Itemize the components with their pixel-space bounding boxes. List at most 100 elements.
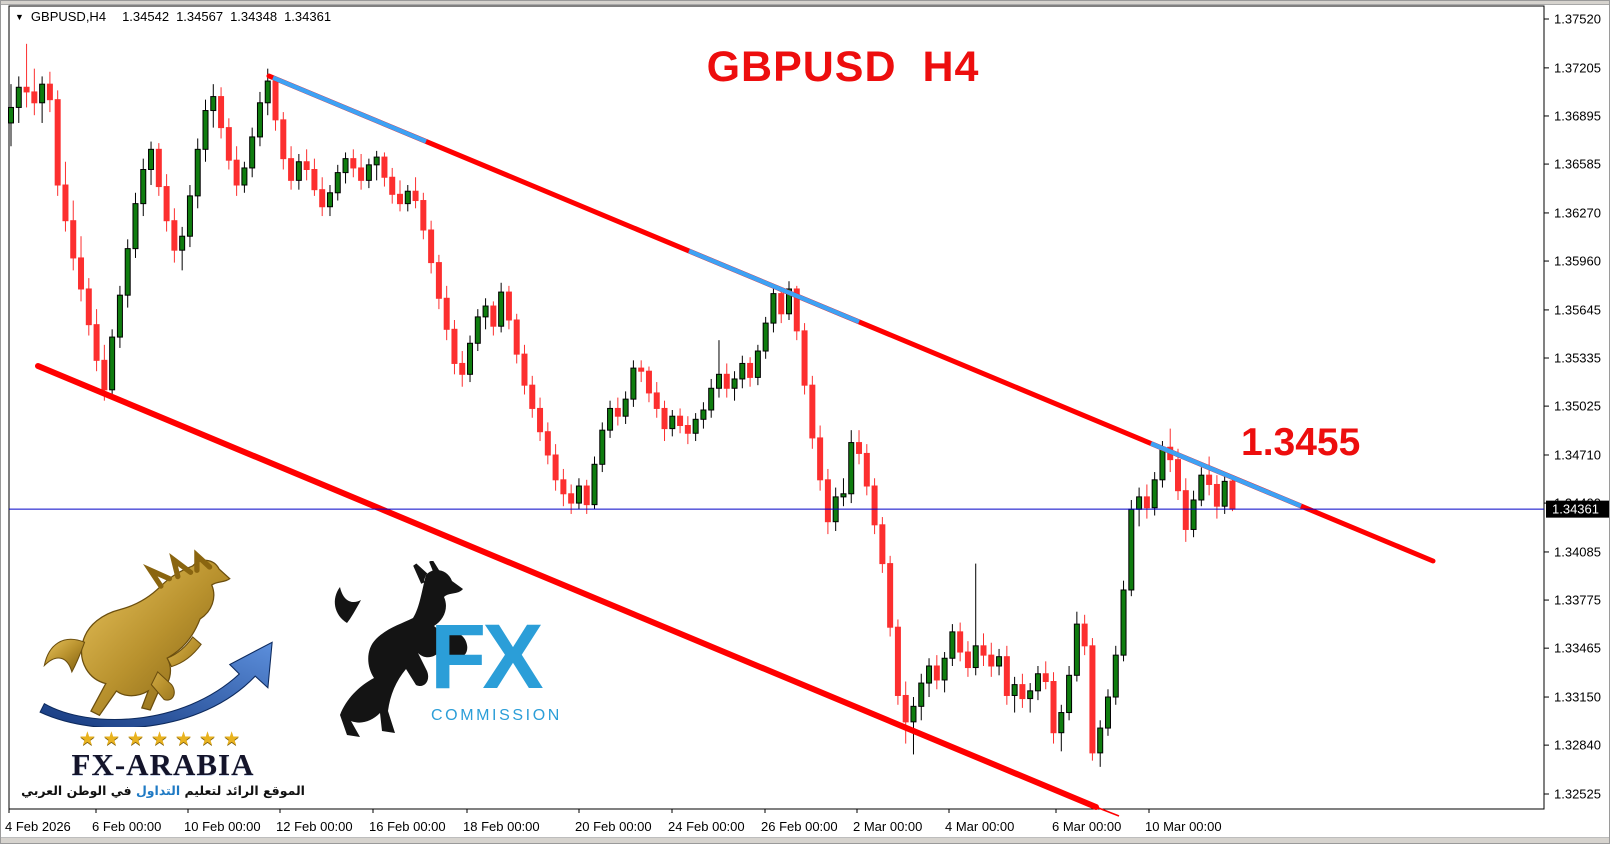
candle xyxy=(1066,665,1073,721)
upper-channel-trendline[interactable] xyxy=(266,73,1436,564)
fx-commission-logo: FX COMMISSION xyxy=(331,559,626,741)
candle xyxy=(1136,487,1143,527)
candle xyxy=(70,200,77,271)
candle xyxy=(194,138,201,209)
candle xyxy=(1097,720,1104,767)
candle xyxy=(918,673,925,721)
candle xyxy=(1011,676,1018,713)
candle xyxy=(31,68,38,116)
candle xyxy=(381,152,388,187)
candle xyxy=(256,91,263,147)
candle xyxy=(560,468,567,507)
candle xyxy=(1128,499,1135,597)
time-axis-label: 4 Mar 00:00 xyxy=(945,819,1014,834)
candle xyxy=(311,158,318,196)
candle xyxy=(288,146,295,190)
price-axis-label: 1.32525 xyxy=(1554,787,1601,802)
candle xyxy=(1081,614,1088,656)
candle xyxy=(1003,645,1010,705)
tagline-part: الموقع الرائد لتعليم xyxy=(180,782,305,798)
candle xyxy=(8,84,14,147)
chart-title-annotation[interactable]: GBPUSD H4 xyxy=(706,43,980,91)
price-axis-label: 1.33775 xyxy=(1554,593,1601,608)
candle xyxy=(85,278,92,336)
candle xyxy=(614,397,621,426)
candle xyxy=(373,150,380,181)
candle xyxy=(412,177,419,209)
candle xyxy=(303,149,310,181)
candle xyxy=(210,84,217,128)
candle xyxy=(786,281,792,321)
candle xyxy=(1104,689,1111,736)
lower-channel-trendline[interactable] xyxy=(35,363,1120,817)
candle xyxy=(1112,645,1119,705)
candle xyxy=(249,127,256,178)
candle xyxy=(39,76,46,123)
candle xyxy=(575,478,582,510)
candle xyxy=(155,143,162,196)
candle xyxy=(272,76,279,131)
candle xyxy=(124,239,131,308)
candle xyxy=(910,697,917,755)
time-axis-label: 18 Feb 00:00 xyxy=(463,819,540,834)
candle xyxy=(1182,478,1189,542)
candle xyxy=(241,161,248,193)
time-axis-label: 20 Feb 00:00 xyxy=(575,819,652,834)
price-axis-label: 1.32840 xyxy=(1554,738,1601,753)
time-axis-label: 4 Feb 2026 xyxy=(5,819,71,834)
candle xyxy=(715,340,722,398)
candle xyxy=(78,236,85,302)
candle xyxy=(498,282,505,333)
window-bottom-edge xyxy=(1,837,1609,843)
candle xyxy=(62,161,69,232)
price-axis[interactable]: 1.37520 1.37205 1.36895 1.36585 1.36270 1.359… xyxy=(1544,12,1601,802)
candle xyxy=(218,87,225,139)
time-axis-label: 10 Mar 00:00 xyxy=(1145,819,1222,834)
candle xyxy=(801,323,808,395)
candle xyxy=(233,146,240,196)
candle xyxy=(334,164,341,201)
candle xyxy=(957,622,964,662)
candle xyxy=(443,285,450,341)
candle xyxy=(537,397,544,442)
candle xyxy=(848,430,855,504)
candle xyxy=(599,422,606,473)
candle xyxy=(451,320,458,375)
candle xyxy=(505,285,512,330)
candle xyxy=(817,425,824,491)
candle xyxy=(513,313,520,364)
price-axis-label: 1.35025 xyxy=(1554,399,1601,414)
chevron-down-icon[interactable]: ▼ xyxy=(15,11,24,22)
price-axis-label: 1.34085 xyxy=(1554,544,1601,559)
candle xyxy=(474,309,481,352)
candle xyxy=(949,624,956,666)
candle xyxy=(490,301,497,336)
price-axis-label: 1.33465 xyxy=(1554,641,1601,656)
price-axis-label: 1.37520 xyxy=(1554,12,1601,27)
time-axis[interactable]: 4 Feb 2026 6 Feb 00:00 10 Feb 00:00 12 Feb … xyxy=(5,809,1222,834)
candle xyxy=(467,335,474,383)
tagline-part: في الوطن العربي xyxy=(21,782,136,798)
candle xyxy=(404,185,411,212)
close-value: 1.34361 xyxy=(284,9,332,24)
fx-arabia-wordmark: FX-ARABIA xyxy=(71,747,255,782)
five-star-rating-icon: ★★★★★★★ xyxy=(78,729,248,750)
candle xyxy=(342,152,349,184)
window-top-edge xyxy=(1,1,1609,5)
candle xyxy=(692,413,699,442)
resistance-price-annotation[interactable]: 1.3455 xyxy=(1241,421,1361,464)
candle xyxy=(747,357,754,387)
candle xyxy=(459,351,466,387)
fx-arabia-tagline: الموقع الرائد لتعليم التداول في الوطن ال… xyxy=(17,783,309,798)
candle xyxy=(319,177,326,217)
candle xyxy=(350,149,357,178)
candle xyxy=(179,226,186,271)
candle xyxy=(669,409,676,437)
trendline-highlight-segment xyxy=(688,248,860,324)
fx-commission-fx-wordmark: FX xyxy=(430,606,544,708)
candle xyxy=(933,655,940,690)
candle xyxy=(132,192,139,258)
price-axis-label: 1.33150 xyxy=(1554,690,1601,705)
candle xyxy=(879,517,886,573)
